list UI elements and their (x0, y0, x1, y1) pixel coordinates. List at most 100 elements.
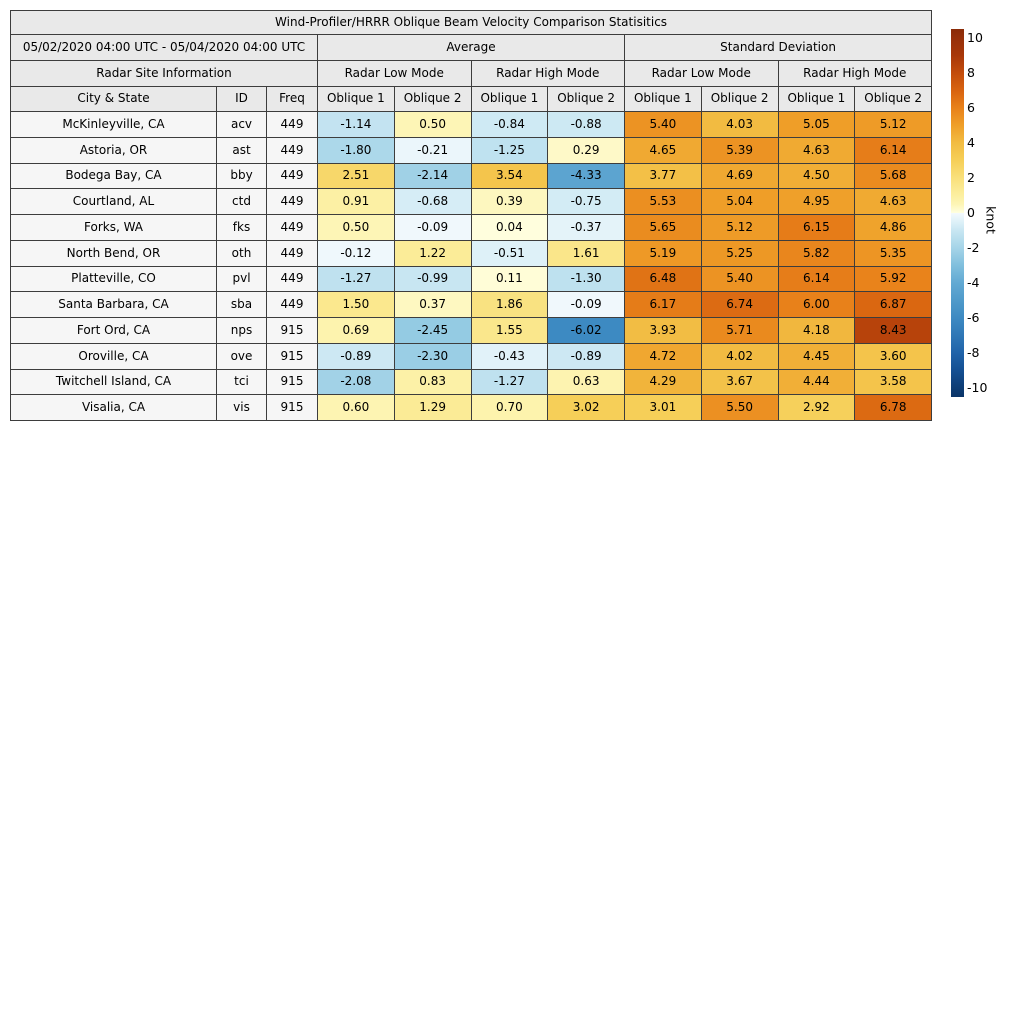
table-row: Forks, WA fks 449 0.50 -0.09 0.04 -0.37 5.65 5.1… (10, 214, 933, 241)
stats-table: Wind-Profiler/HRRR Oblique Beam Velocity… (9, 10, 933, 421)
freq-cell: 915 (266, 317, 318, 344)
value-cell: -1.14 (317, 111, 395, 138)
id-cell: oth (216, 239, 267, 267)
date-range: 05/02/2020 04:00 UTC - 05/04/2020 04:00 … (10, 34, 318, 61)
value-cell: 5.92 (854, 265, 933, 293)
value-cell: 1.29 (393, 394, 472, 421)
table-row: Astoria, OR ast 449 -1.80 -0.21 -1.25 0.29 4.65… (10, 136, 933, 164)
value-cell: 5.53 (624, 188, 702, 215)
value-cell: 4.03 (700, 111, 779, 138)
value-cell: -0.09 (393, 214, 472, 241)
id-cell: pvl (216, 265, 267, 293)
value-cell: 3.60 (854, 342, 933, 370)
value-cell: 0.60 (317, 394, 395, 421)
value-cell: 1.86 (470, 291, 549, 318)
col-header-oblique1-std-low: Oblique 1 (624, 86, 702, 112)
value-cell: -0.37 (547, 214, 625, 241)
value-cell: -0.89 (547, 342, 625, 370)
freq-cell: 449 (266, 136, 318, 164)
value-cell: -0.68 (393, 188, 472, 215)
freq-cell: 915 (266, 342, 318, 370)
id-cell: fks (216, 214, 267, 241)
city-cell: Forks, WA (10, 214, 217, 241)
city-cell: McKinleyville, CA (10, 111, 217, 138)
value-cell: -0.75 (547, 188, 625, 215)
value-cell: -0.21 (393, 136, 472, 164)
value-cell: 0.91 (317, 188, 395, 215)
value-cell: -2.14 (393, 162, 472, 190)
value-cell: 1.22 (393, 239, 472, 267)
col-header-city-state: City & State (10, 86, 217, 112)
table-row: Visalia, CA vis 915 0.60 1.29 0.70 3.02 3.01 5.5… (10, 394, 933, 421)
value-cell: 6.74 (700, 291, 779, 318)
colorbar-tick: 6 (967, 99, 975, 115)
value-cell: 4.63 (777, 136, 856, 164)
table-row: North Bend, OR oth 449 -0.12 1.22 -0.51 1.61 5.… (10, 239, 933, 267)
table-title: Wind-Profiler/HRRR Oblique Beam Velocity… (9, 10, 933, 35)
colorbar (951, 29, 964, 397)
freq-cell: 449 (266, 162, 318, 190)
value-cell: 3.54 (470, 162, 549, 190)
title-row: Wind-Profiler/HRRR Oblique Beam Velocity… (9, 10, 933, 35)
value-cell: 6.17 (624, 291, 702, 318)
table-body: McKinleyville, CA acv 449 -1.14 0.50 -0.84 -0.… (10, 111, 933, 421)
value-cell: 4.69 (700, 162, 779, 190)
value-cell: 0.50 (317, 214, 395, 241)
city-cell: Twitchell Island, CA (10, 368, 217, 396)
mode-header-std-high: Radar High Mode (777, 60, 933, 87)
value-cell: 5.68 (854, 162, 933, 190)
freq-cell: 449 (266, 214, 318, 241)
id-cell: bby (216, 162, 267, 190)
colorbar-tick: 2 (967, 169, 975, 185)
group-header-average: Average (317, 34, 625, 61)
value-cell: 5.12 (700, 214, 779, 241)
group-header-row: 05/02/2020 04:00 UTC - 05/04/2020 04:00 … (10, 34, 933, 61)
value-cell: 2.51 (317, 162, 395, 190)
value-cell: -0.51 (470, 239, 549, 267)
value-cell: 0.04 (470, 214, 549, 241)
value-cell: 5.12 (854, 111, 933, 138)
city-cell: Courtland, AL (10, 188, 217, 215)
col-header-oblique1-avg-low: Oblique 1 (317, 86, 395, 112)
value-cell: -2.45 (393, 317, 472, 344)
value-cell: 0.63 (547, 368, 625, 396)
col-header-oblique2-std-low: Oblique 2 (700, 86, 779, 112)
value-cell: -6.02 (547, 317, 625, 344)
value-cell: 6.48 (624, 265, 702, 293)
value-cell: 6.00 (777, 291, 856, 318)
colorbar-tick: 10 (967, 29, 983, 45)
freq-cell: 449 (266, 188, 318, 215)
value-cell: 3.02 (547, 394, 625, 421)
value-cell: 5.40 (624, 111, 702, 138)
value-cell: 3.58 (854, 368, 933, 396)
value-cell: 4.44 (777, 368, 856, 396)
value-cell: 4.72 (624, 342, 702, 370)
value-cell: 4.02 (700, 342, 779, 370)
table-row: Santa Barbara, CA sba 449 1.50 0.37 1.86 -0.09… (10, 291, 933, 318)
city-cell: Visalia, CA (10, 394, 217, 421)
value-cell: 4.63 (854, 188, 933, 215)
value-cell: 4.18 (777, 317, 856, 344)
mode-header-std-low: Radar Low Mode (624, 60, 779, 87)
value-cell: 6.87 (854, 291, 933, 318)
freq-cell: 449 (266, 265, 318, 293)
value-cell: 0.70 (470, 394, 549, 421)
value-cell: 3.77 (624, 162, 702, 190)
value-cell: 4.45 (777, 342, 856, 370)
value-cell: 8.43 (854, 317, 933, 344)
value-cell: 5.39 (700, 136, 779, 164)
city-cell: Astoria, OR (10, 136, 217, 164)
value-cell: 0.29 (547, 136, 625, 164)
city-cell: North Bend, OR (10, 239, 217, 267)
table-row: Courtland, AL ctd 449 0.91 -0.68 0.39 -0.75 5.5… (10, 188, 933, 215)
value-cell: 4.65 (624, 136, 702, 164)
table-row: Bodega Bay, CA bby 449 2.51 -2.14 3.54 -4.33 3.… (10, 162, 933, 190)
mode-header-avg-high: Radar High Mode (470, 60, 625, 87)
city-cell: Oroville, CA (10, 342, 217, 370)
value-cell: -0.89 (317, 342, 395, 370)
value-cell: -0.84 (470, 111, 549, 138)
value-cell: -1.80 (317, 136, 395, 164)
col-header-oblique2-std-high: Oblique 2 (854, 86, 933, 112)
value-cell: 6.14 (777, 265, 856, 293)
colorbar-tick: 4 (967, 134, 975, 150)
